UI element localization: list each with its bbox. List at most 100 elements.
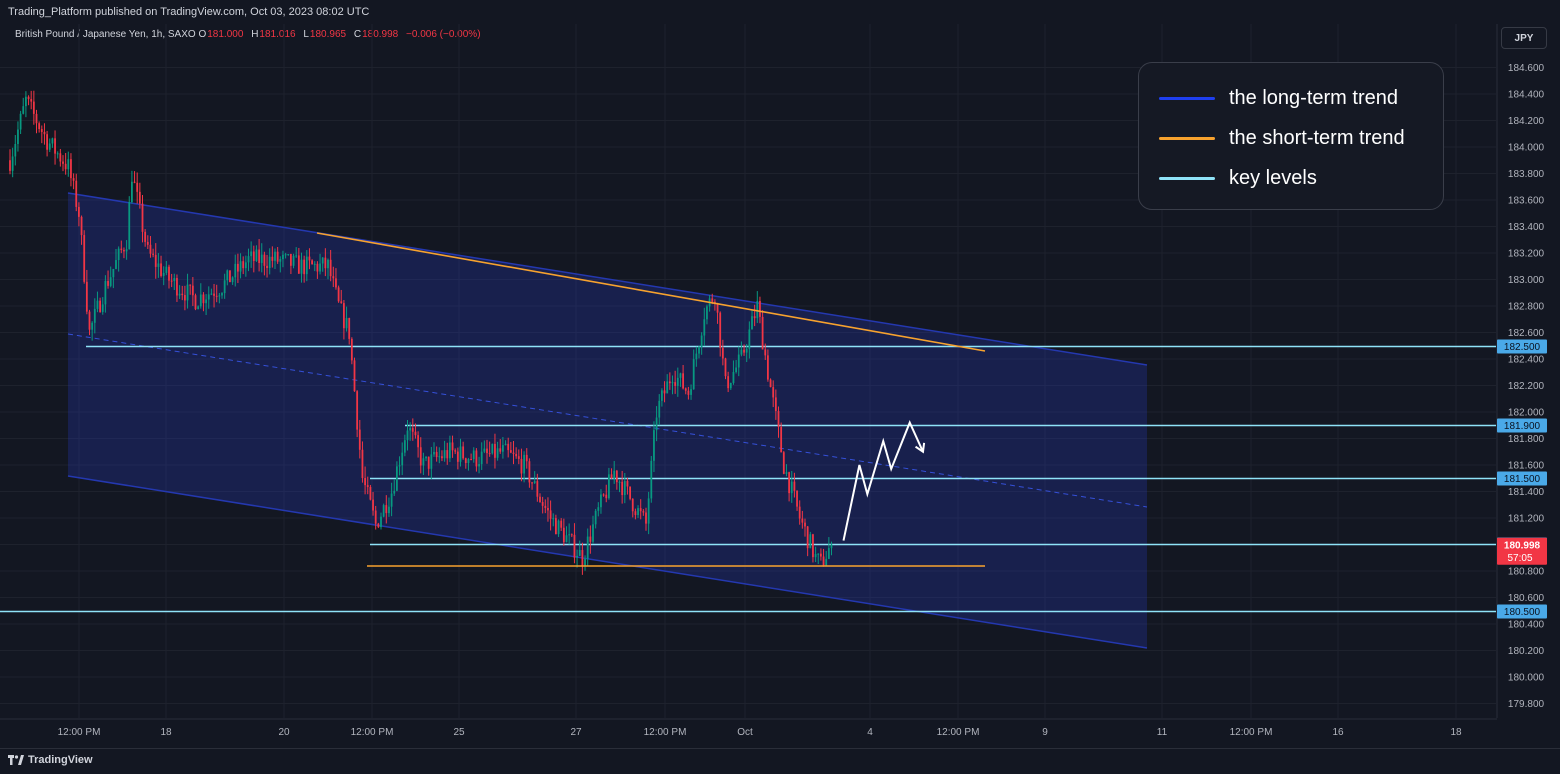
candle-body <box>234 263 237 278</box>
candle-body <box>38 123 41 130</box>
candle-body <box>767 355 769 380</box>
candle-body <box>403 440 406 453</box>
candle-body <box>46 134 48 150</box>
candle-body <box>714 301 716 304</box>
candle-body <box>740 349 743 355</box>
candle-body <box>827 548 830 559</box>
candle-body <box>658 400 661 418</box>
candle-body <box>19 113 22 130</box>
x-tick-label: 9 <box>1042 727 1048 738</box>
candle-body <box>54 138 56 154</box>
candle-body <box>125 249 128 252</box>
x-tick-label: 12:00 PM <box>937 727 980 738</box>
candle-body <box>316 263 319 272</box>
candle-body <box>374 510 377 524</box>
candle-body <box>499 448 502 452</box>
candle-body <box>202 294 205 304</box>
candle-body <box>454 450 457 452</box>
candle-body <box>655 417 658 431</box>
candle-body <box>409 428 412 431</box>
candle-body <box>266 265 268 269</box>
candle-body <box>576 555 578 558</box>
candle-body <box>814 554 817 558</box>
projection-arrowhead <box>914 442 926 454</box>
high-value: 181.016 <box>259 29 296 40</box>
candle-body <box>173 278 176 282</box>
candle-body <box>780 426 783 453</box>
candle-body <box>544 505 547 508</box>
projection-line <box>842 420 924 541</box>
candle-body <box>369 487 372 500</box>
candle-body <box>751 316 753 330</box>
candle-body <box>337 287 340 302</box>
candle-body <box>300 259 303 274</box>
candle-body <box>194 295 197 310</box>
key-level-badge <box>1497 537 1547 552</box>
candle-body <box>560 520 563 528</box>
candle-body <box>290 254 292 266</box>
candle-body <box>101 304 104 312</box>
tradingview-brand: TradingView <box>28 754 93 766</box>
candle-body <box>51 138 54 144</box>
candle-body <box>157 263 160 267</box>
y-tick-label: 182.600 <box>1508 328 1545 339</box>
candle-body <box>623 481 626 496</box>
candle-body <box>154 254 157 267</box>
candle-body <box>350 338 353 361</box>
candle-body <box>520 458 523 474</box>
symbol-name[interactable]: British Pound / Japanese Yen, 1h, SAXO <box>15 29 196 40</box>
y-tick-label: 181.400 <box>1508 487 1545 498</box>
candle-body <box>107 281 109 286</box>
candle-body <box>671 382 674 384</box>
candle-body <box>255 249 258 261</box>
candle-body <box>48 143 51 150</box>
candle-body <box>753 316 756 319</box>
legend-label-long-term: the long-term trend <box>1229 86 1398 109</box>
candle-body <box>472 450 475 460</box>
candle-body <box>565 535 568 543</box>
candle-body <box>226 270 229 281</box>
candle-body <box>761 316 764 350</box>
y-tick-label: 184.000 <box>1508 143 1545 154</box>
candle-body <box>287 254 290 256</box>
y-tick-label: 183.000 <box>1508 275 1545 286</box>
candle-body <box>295 255 298 257</box>
candle-body <box>716 303 719 313</box>
candle-body <box>263 254 266 266</box>
tradingview-logo[interactable]: TradingView <box>8 754 93 766</box>
candle-body <box>541 501 544 506</box>
key-level-badge-text: 181.500 <box>1504 474 1541 485</box>
key-level-badge <box>1497 604 1547 619</box>
y-tick-label: 180.000 <box>1508 673 1545 684</box>
candle-body <box>475 450 478 467</box>
candle-body <box>634 511 637 516</box>
y-tick-label: 184.200 <box>1508 116 1545 127</box>
open-label: O <box>198 29 207 40</box>
candle-body <box>663 390 666 394</box>
candle-body <box>435 451 438 458</box>
candle-body <box>451 442 454 451</box>
currency-button[interactable]: JPY <box>1501 27 1547 49</box>
y-tick-label: 181.200 <box>1508 514 1545 525</box>
y-tick-label: 182.200 <box>1508 381 1545 392</box>
x-tick-label: 12:00 PM <box>351 727 394 738</box>
candle-body <box>398 465 401 467</box>
low-label: L <box>303 29 309 40</box>
candle-body <box>748 329 751 349</box>
candle-body <box>764 349 767 356</box>
candle-body <box>141 203 144 232</box>
y-tick-label: 180.400 <box>1508 620 1545 631</box>
candle-body <box>438 456 441 458</box>
candle-body <box>274 251 276 261</box>
candle-body <box>480 451 483 465</box>
candle-body <box>284 254 287 256</box>
candle-body <box>83 235 86 282</box>
candle-body <box>684 388 687 391</box>
candle-body <box>605 494 608 499</box>
channel-fill <box>68 193 1147 648</box>
key-levels <box>0 345 1496 613</box>
y-tick-label: 182.800 <box>1508 302 1545 313</box>
candle-body <box>602 494 605 496</box>
x-tick-label: 18 <box>1450 727 1462 738</box>
candle-body <box>72 178 75 181</box>
